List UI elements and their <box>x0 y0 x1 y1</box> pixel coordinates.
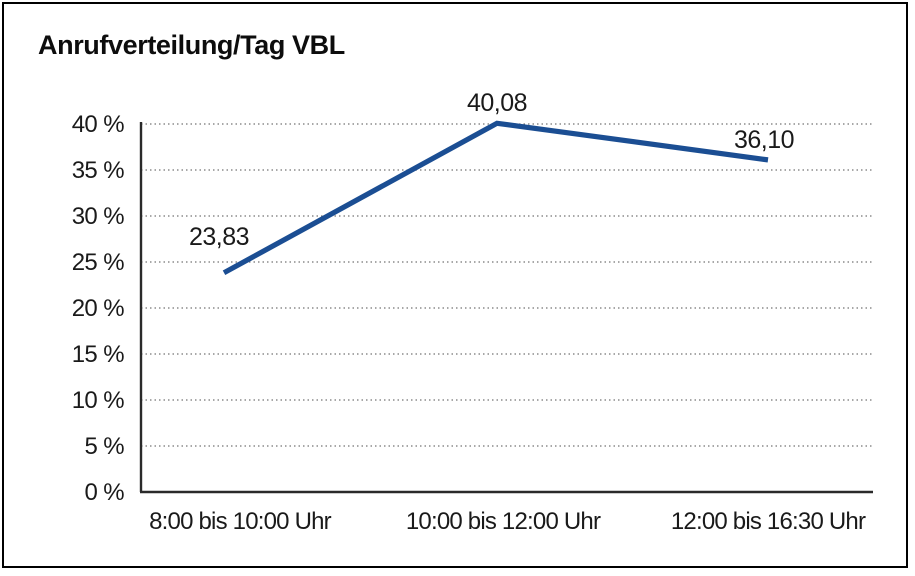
y-axis-tick-label: 0 % <box>84 479 124 506</box>
y-axis-tick-label: 35 % <box>71 157 125 184</box>
y-axis-tick-label: 25 % <box>71 249 125 276</box>
data-series-line <box>222 120 769 276</box>
data-point-label: 23,83 <box>188 222 250 251</box>
data-point-label: 36,10 <box>733 125 795 154</box>
y-axis-tick-label: 40 % <box>71 111 125 138</box>
x-axis-category-label: 8:00 bis 10:00 Uhr <box>149 508 332 535</box>
y-axis-tick-label: 20 % <box>71 295 125 322</box>
y-axis-tick-label: 15 % <box>71 341 125 368</box>
y-axis-tick-label: 5 % <box>84 433 124 460</box>
data-point-label: 40,08 <box>466 89 528 118</box>
x-axis-category-label: 10:00 bis 12:00 Uhr <box>405 508 601 535</box>
y-axis-tick-label: 30 % <box>71 203 125 230</box>
figure-border <box>2 2 908 568</box>
chart-title: Anrufverteilung/Tag VBL <box>38 30 345 60</box>
x-axis-category-label: 12:00 bis 16:30 Uhr <box>670 508 866 535</box>
y-axis-tick-label: 10 % <box>71 387 125 414</box>
